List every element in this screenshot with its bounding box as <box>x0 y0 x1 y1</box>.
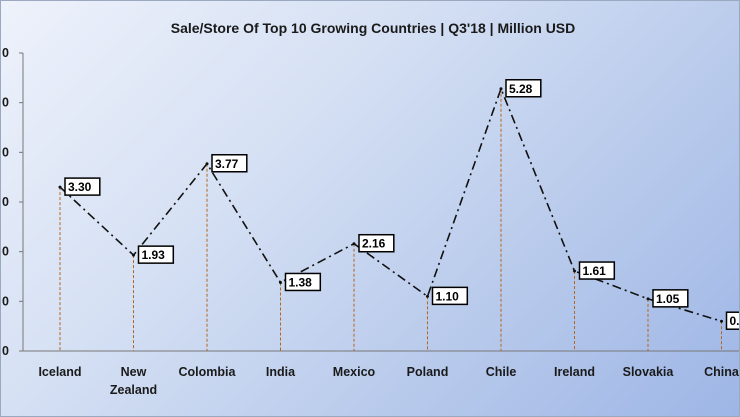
y-tick-label: 0 <box>2 46 9 60</box>
y-tick-label: 0 <box>2 96 9 110</box>
x-tick-label: Chile <box>486 365 517 379</box>
x-tick-label: India <box>266 365 296 379</box>
data-point <box>426 294 429 298</box>
x-tick-label: China <box>704 365 740 379</box>
x-tick-label: Mexico <box>333 365 376 379</box>
data-label-box <box>505 79 542 98</box>
data-labels: 3.30 1.93 3.77 1.38 2.16 1.10 5.28 1.61 1.05 0.6 <box>64 79 740 330</box>
y-tick-label: 0 <box>2 145 9 159</box>
x-tick-label: Slovakia <box>623 365 675 379</box>
data-label: 0.6 <box>730 314 740 328</box>
data-label: 1.05 <box>656 292 680 306</box>
x-tick-label: Iceland <box>38 365 81 379</box>
data-points <box>58 87 723 323</box>
data-label: 3.30 <box>68 180 92 194</box>
y-tick-label: 0 <box>2 344 9 358</box>
data-label: 1.10 <box>436 289 460 303</box>
data-label-box <box>137 245 175 264</box>
data-label-box <box>284 272 322 292</box>
data-point <box>646 297 650 301</box>
data-label-box <box>64 177 101 196</box>
data-label: 2.16 <box>362 237 386 251</box>
series-line-group <box>59 86 722 322</box>
y-tick-label: 0 <box>2 245 9 259</box>
data-point <box>132 253 135 257</box>
chart-title: Sale/Store Of Top 10 Growing Countries |… <box>171 20 576 36</box>
y-tick-label: 0 <box>2 195 9 209</box>
data-label: 1.93 <box>142 248 166 262</box>
data-label: 1.38 <box>289 275 313 289</box>
data-point <box>352 242 356 246</box>
x-tick-label: Ireland <box>554 365 595 379</box>
y-axis-ticks: 0 0 0 0 0 0 0 <box>2 46 23 358</box>
data-label-box <box>211 154 248 173</box>
y-tick-label: 0 <box>2 294 9 308</box>
x-tick-label: Poland <box>407 365 449 379</box>
data-label-box <box>358 233 395 253</box>
data-label: 5.28 <box>509 82 533 96</box>
data-label: 3.77 <box>215 157 239 171</box>
data-point <box>499 87 503 91</box>
drop-lines <box>59 88 722 351</box>
data-label-box <box>431 286 469 306</box>
data-point <box>205 162 209 166</box>
data-point <box>279 280 282 284</box>
data-label: 1.61 <box>583 264 607 278</box>
data-label-box <box>578 261 616 280</box>
series-line <box>59 86 722 322</box>
x-axis-categories: Iceland New Zealand Colombia India Mexico Pola… <box>38 365 739 397</box>
data-label-box <box>652 289 689 308</box>
x-tick-label: New Zealand <box>110 365 157 397</box>
data-point <box>720 319 723 323</box>
data-label-box <box>725 311 739 330</box>
data-point <box>58 185 62 189</box>
x-tick-label: Colombia <box>179 365 237 379</box>
data-point <box>573 269 576 273</box>
